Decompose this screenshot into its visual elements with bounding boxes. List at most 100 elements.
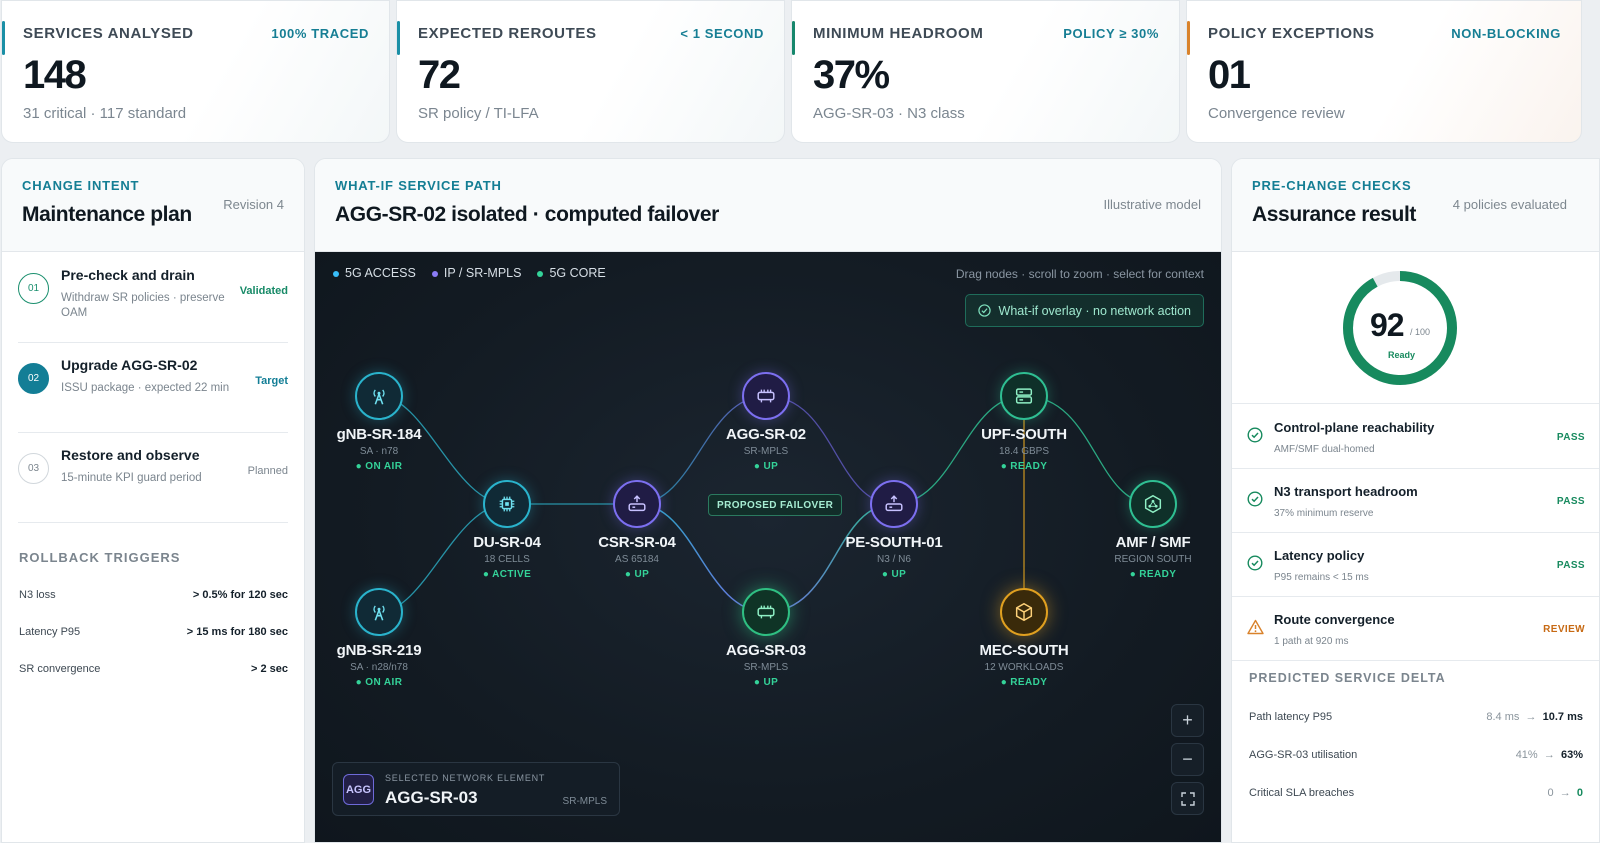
- score-ring: [1343, 271, 1457, 385]
- router-icon: [870, 480, 918, 528]
- plan-step-2[interactable]: 02 Upgrade AGG-SR-02 ISSU package · expe…: [18, 343, 288, 433]
- delta-metric: Path latency P95: [1249, 711, 1333, 723]
- score-status: Ready: [1388, 350, 1416, 360]
- node-gnb-sr-219[interactable]: gNB-SR-219 SA · n28/n78 ● ON AIR: [319, 588, 439, 688]
- kpi-sub: Convergence review: [1208, 105, 1345, 122]
- delta-from: 41%: [1515, 749, 1538, 761]
- selected-element-type: SR-MPLS: [562, 796, 607, 807]
- node-name: gNB-SR-219: [336, 642, 422, 659]
- node-name: MEC-SOUTH: [979, 642, 1069, 659]
- fit-view-button[interactable]: [1171, 782, 1204, 815]
- panel-title: Maintenance plan: [22, 203, 192, 226]
- predicted-delta-title: PREDICTED SERVICE DELTA: [1249, 671, 1446, 685]
- delta-to: 63%: [1560, 749, 1583, 761]
- panel-title: AGG-SR-02 isolated · computed failover: [335, 203, 719, 226]
- zoom-out-button[interactable]: −: [1171, 743, 1204, 776]
- service-path-panel: WHAT-IF SERVICE PATH AGG-SR-02 isolated …: [314, 158, 1222, 843]
- whatif-overlay-badge[interactable]: What-if overlay · no network action: [964, 294, 1204, 327]
- check-status: REVIEW: [1543, 624, 1585, 635]
- zoom-in-button[interactable]: +: [1171, 704, 1204, 737]
- check-description: AMF/SMF dual-homed: [1274, 444, 1375, 455]
- overlay-label: What-if overlay · no network action: [998, 303, 1191, 318]
- check-control-plane[interactable]: Control-plane reachability AMF/SMF dual-…: [1232, 405, 1599, 469]
- node-amf-smf[interactable]: AMF / SMF REGION SOUTH ● READY: [1093, 480, 1213, 580]
- revision-label: Revision 4: [223, 197, 284, 212]
- node-status: ● READY: [1000, 677, 1048, 688]
- hexagon-network-icon: [1129, 480, 1177, 528]
- topology-map[interactable]: 5G ACCESS IP / SR-MPLS 5G CORE Drag node…: [315, 252, 1221, 842]
- kpi-label: SERVICES ANALYSED: [23, 25, 194, 42]
- delta-values: 0 → 0: [1548, 787, 1584, 799]
- node-upf-south[interactable]: UPF-SOUTH 18.4 GBPS ● READY: [964, 372, 1084, 472]
- rollback-row: N3 loss > 0.5% for 120 sec: [19, 589, 288, 609]
- node-mec-south[interactable]: MEC-SOUTH 12 WORKLOADS ● READY: [964, 588, 1084, 688]
- kpi-sub: 31 critical · 117 standard: [23, 105, 187, 122]
- check-description: P95 remains < 15 ms: [1274, 572, 1369, 583]
- rollback-threshold: > 15 ms for 180 sec: [186, 626, 288, 638]
- kpi-accent-bar: [2, 21, 5, 55]
- node-name: gNB-SR-184: [336, 426, 422, 443]
- delta-metric: AGG-SR-03 utilisation: [1249, 749, 1358, 761]
- node-agg-sr-02[interactable]: AGG-SR-02 SR-MPLS ● UP: [706, 372, 826, 472]
- score-max: / 100: [1410, 327, 1431, 337]
- delta-to: 0: [1576, 787, 1583, 799]
- rollback-row: Latency P95 > 15 ms for 180 sec: [19, 626, 288, 646]
- step-status: Target: [255, 375, 288, 387]
- step-number: 02: [18, 363, 49, 394]
- delta-row: Critical SLA breaches 0 → 0: [1249, 787, 1583, 807]
- chip-icon: [483, 480, 531, 528]
- legend-item-transport: IP / SR-MPLS: [431, 266, 521, 280]
- node-status: ● READY: [1000, 461, 1048, 472]
- kpi-value: 37%: [813, 53, 890, 97]
- plan-step-1[interactable]: 01 Pre-check and drain Withdraw SR polic…: [18, 253, 288, 343]
- kpi-value: 148: [23, 53, 87, 97]
- node-pe-south-01[interactable]: PE-SOUTH-01 N3 / N6 ● UP: [834, 480, 954, 580]
- kpi-sub: SR policy / TI-LFA: [418, 105, 539, 122]
- selected-element-card[interactable]: AGG SELECTED NETWORK ELEMENT AGG-SR-03 S…: [332, 762, 620, 816]
- node-status: ● UP: [753, 461, 779, 472]
- assurance-panel: PRE-CHANGE CHECKS Assurance result 4 pol…: [1231, 158, 1600, 843]
- check-n3-headroom[interactable]: N3 transport headroom 37% minimum reserv…: [1232, 469, 1599, 533]
- node-detail: N3 / N6: [877, 554, 911, 565]
- check-latency-policy[interactable]: Latency policy P95 remains < 15 ms PASS: [1232, 533, 1599, 597]
- panel-header: WHAT-IF SERVICE PATH AGG-SR-02 isolated …: [315, 159, 1221, 252]
- check-route-convergence[interactable]: Route convergence 1 path at 920 ms REVIE…: [1232, 597, 1599, 661]
- node-name: UPF-SOUTH: [981, 426, 1067, 443]
- node-agg-sr-03[interactable]: AGG-SR-03 SR-MPLS ● UP: [706, 588, 826, 688]
- selected-caption: SELECTED NETWORK ELEMENT: [385, 773, 546, 783]
- node-csr-sr-04[interactable]: CSR-SR-04 AS 65184 ● UP: [577, 480, 697, 580]
- assurance-score-gauge: 92 / 100 Ready: [1232, 252, 1599, 404]
- node-detail: REGION SOUTH: [1114, 554, 1192, 565]
- step-description: 15-minute KPI guard period: [61, 472, 202, 484]
- proposed-failover-label: PROPOSED FAILOVER: [708, 494, 843, 516]
- node-detail: AS 65184: [615, 554, 659, 565]
- check-title: N3 transport headroom: [1274, 484, 1418, 499]
- rollback-row: SR convergence > 2 sec: [19, 663, 288, 683]
- node-name: CSR-SR-04: [598, 534, 676, 551]
- node-name: AGG-SR-02: [726, 426, 806, 443]
- antenna-icon: [355, 372, 403, 420]
- server-icon: [1000, 372, 1048, 420]
- rollback-metric: SR convergence: [19, 663, 101, 675]
- node-name: AMF / SMF: [1115, 534, 1191, 551]
- kpi-sub: AGG-SR-03 · N3 class: [813, 105, 965, 122]
- node-gnb-sr-184[interactable]: gNB-SR-184 SA · n78 ● ON AIR: [319, 372, 439, 472]
- legend-item-access: 5G ACCESS: [333, 266, 416, 280]
- kpi-accent-bar: [1187, 21, 1190, 55]
- check-circle-icon: [1247, 555, 1263, 571]
- node-name: AGG-SR-03: [726, 642, 806, 659]
- delta-to: 10.7 ms: [1542, 711, 1583, 723]
- arrow-right-icon: →: [1525, 711, 1537, 723]
- node-name: PE-SOUTH-01: [845, 534, 943, 551]
- node-status: ● READY: [1129, 569, 1177, 580]
- kpi-value: 72: [418, 53, 461, 97]
- legend-item-core: 5G CORE: [537, 266, 606, 280]
- kpi-accent-bar: [397, 21, 400, 55]
- step-status: Planned: [247, 465, 288, 477]
- kpi-label: MINIMUM HEADROOM: [813, 25, 984, 42]
- panel-title: Assurance result: [1252, 203, 1417, 226]
- node-name: DU-SR-04: [473, 534, 541, 551]
- plan-step-3[interactable]: 03 Restore and observe 15-minute KPI gua…: [18, 433, 288, 523]
- check-title: Control-plane reachability: [1274, 420, 1435, 435]
- node-du-sr-04[interactable]: DU-SR-04 18 CELLS ● ACTIVE: [447, 480, 567, 580]
